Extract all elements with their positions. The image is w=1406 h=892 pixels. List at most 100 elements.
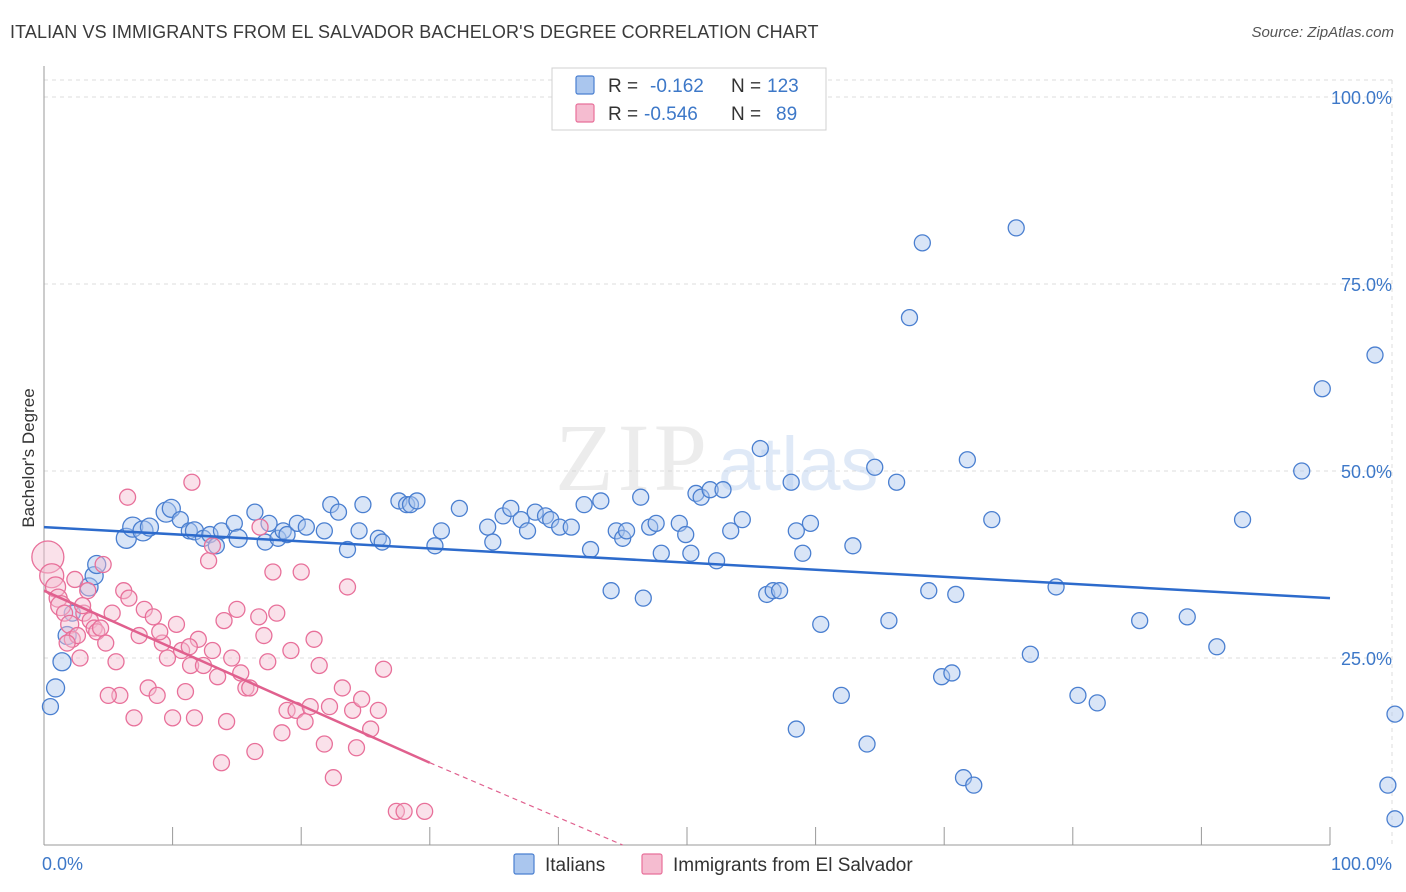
- italians-point-91: [887, 473, 906, 491]
- el-salvador-point-22: [125, 709, 143, 727]
- el-salvador-point-73: [374, 660, 393, 678]
- italians-point-69: [682, 544, 700, 562]
- el-salvador-point-65: [324, 769, 343, 787]
- italians-point-87: [844, 537, 862, 555]
- italians-point-58: [581, 540, 600, 559]
- el-salvador-point-48: [246, 742, 264, 761]
- italians-point-97: [947, 585, 965, 604]
- italians-point-62: [617, 522, 636, 540]
- italians-point-112: [1313, 380, 1331, 398]
- el-salvador-point-44: [228, 600, 246, 619]
- italians-point-72: [701, 481, 719, 499]
- italians-point-28: [278, 525, 296, 544]
- italians-point-49: [502, 499, 520, 518]
- italians-point-31: [315, 522, 333, 540]
- italians-point-118: [634, 589, 652, 607]
- x-tick-label-0: 0.0%: [42, 854, 83, 874]
- italians-point-25: [260, 514, 278, 533]
- italians-point-74: [714, 481, 732, 499]
- el-salvador-point-52: [264, 563, 282, 581]
- el-salvador-point-18: [107, 653, 125, 671]
- el-salvador-point-5: [55, 604, 74, 622]
- italians-point-57: [575, 496, 593, 514]
- legend-r-label-1: R =: [608, 76, 638, 97]
- series-italians: [41, 219, 1404, 828]
- italians-point-107: [1131, 611, 1149, 630]
- legend-swatch-pink: [575, 103, 595, 123]
- italians-point-23: [246, 503, 264, 521]
- el-salvador-point-54: [273, 724, 291, 742]
- el-salvador-point-56: [282, 641, 300, 660]
- el-salvador-point-76: [416, 802, 434, 820]
- legend-n-label-2: N =: [731, 104, 761, 125]
- italians-point-116: [1386, 810, 1404, 828]
- italians-point-79: [764, 582, 782, 600]
- el-salvador-point-88: [99, 686, 117, 705]
- italians-point-43: [426, 537, 444, 555]
- italians-point-30: [297, 518, 315, 536]
- italians-point-77: [751, 439, 769, 458]
- el-salvador-point-83: [151, 623, 169, 641]
- italians-point-45: [450, 499, 469, 518]
- italians-point-76: [733, 510, 751, 529]
- italians-point-1: [45, 678, 66, 698]
- el-salvador-point-77: [118, 488, 137, 506]
- bottom-legend-italians: Italians: [545, 855, 605, 876]
- el-salvador-point-78: [183, 473, 201, 491]
- legend-swatch-blue: [575, 75, 595, 95]
- tick-labels: 25.0% 50.0% 75.0% 100.0% 0.0% 100.0%: [42, 88, 1392, 874]
- el-salvador-point-30: [163, 709, 182, 727]
- el-salvador-point-72: [369, 701, 388, 720]
- italians-point-110: [1233, 510, 1252, 529]
- y-axis-label: Bachelor's Degree: [19, 388, 38, 527]
- y-tick-label-50: 50.0%: [1341, 462, 1392, 482]
- el-salvador-point-15: [91, 619, 110, 637]
- italians-point-108: [1178, 608, 1196, 626]
- italians-point-92: [900, 309, 919, 327]
- italians-point-7: [87, 554, 107, 575]
- italians-point-33: [329, 503, 348, 521]
- italians-point-51: [518, 522, 537, 540]
- el-salvador-point-80: [251, 518, 269, 536]
- italians-point-83: [794, 544, 812, 562]
- italians-point-75: [722, 522, 740, 540]
- italians-point-99: [965, 776, 983, 794]
- el-salvador-point-27: [148, 686, 166, 705]
- italians-point-89: [880, 611, 898, 630]
- italians-point-36: [350, 522, 368, 540]
- italians-point-114: [1379, 776, 1397, 794]
- italians-point-101: [983, 510, 1001, 529]
- italians-point-105: [1069, 686, 1087, 705]
- italians-point-46: [479, 518, 497, 536]
- y-tick-label-100: 100.0%: [1331, 88, 1392, 108]
- el-salvador-point-55: [278, 701, 296, 720]
- el-salvador-point-69: [347, 739, 366, 757]
- el-salvador-point-49: [250, 608, 268, 626]
- el-salvador-point-9: [71, 649, 89, 667]
- italians-point-0: [41, 697, 60, 716]
- legend-n-value-1: 123: [767, 76, 799, 97]
- y-tick-label-25: 25.0%: [1341, 649, 1392, 669]
- el-salvador-point-41: [212, 754, 231, 772]
- italians-point-20: [212, 522, 231, 540]
- legend-r-value-1: -0.162: [650, 76, 704, 97]
- italians-point-47: [484, 533, 502, 551]
- el-salvador-point-39: [203, 641, 222, 660]
- italians-point-34: [338, 540, 357, 559]
- el-salvador-point-68: [343, 701, 362, 720]
- el-salvador-point-63: [315, 735, 333, 753]
- italians-point-81: [782, 473, 800, 491]
- italians-point-68: [677, 525, 695, 544]
- el-salvador-point-75: [395, 802, 413, 820]
- italians-point-59: [592, 492, 610, 510]
- italians-point-66: [652, 544, 670, 562]
- italians-point-42: [408, 492, 426, 510]
- trend-line-el-salvador: [43, 589, 431, 764]
- italians-point-96: [943, 664, 961, 682]
- legend-r-value-2: -0.546: [644, 104, 698, 125]
- el-salvador-point-33: [176, 683, 195, 701]
- el-salvador-point-43: [223, 649, 241, 667]
- el-salvador-point-1: [39, 563, 65, 589]
- el-salvador-point-85: [66, 570, 84, 589]
- italians-point-38: [373, 533, 391, 551]
